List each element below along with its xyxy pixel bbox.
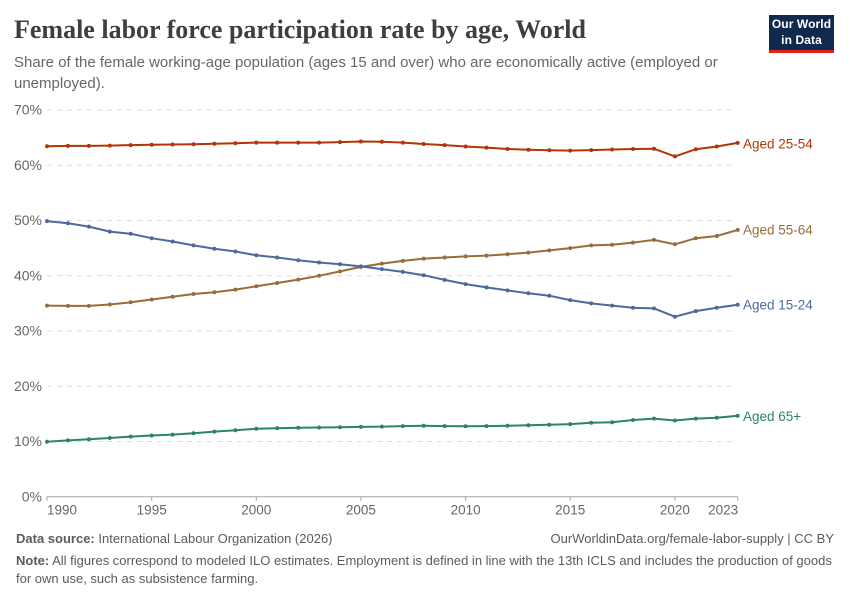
svg-text:Aged 25-54: Aged 25-54 xyxy=(743,136,813,151)
svg-text:20%: 20% xyxy=(14,378,42,394)
svg-text:2015: 2015 xyxy=(555,503,585,518)
svg-text:0%: 0% xyxy=(22,488,42,504)
svg-text:1995: 1995 xyxy=(137,503,167,518)
svg-text:30%: 30% xyxy=(14,323,42,339)
svg-text:2010: 2010 xyxy=(451,503,481,518)
svg-text:2005: 2005 xyxy=(346,503,376,518)
svg-text:60%: 60% xyxy=(14,157,42,173)
svg-text:40%: 40% xyxy=(14,267,42,283)
svg-text:2023: 2023 xyxy=(708,503,738,518)
svg-text:1990: 1990 xyxy=(47,503,77,518)
svg-text:2000: 2000 xyxy=(241,503,271,518)
svg-text:10%: 10% xyxy=(14,433,42,449)
svg-text:2020: 2020 xyxy=(660,503,690,518)
svg-text:50%: 50% xyxy=(14,212,42,228)
svg-text:Aged 15-24: Aged 15-24 xyxy=(743,298,813,313)
svg-text:Aged 55-64: Aged 55-64 xyxy=(743,223,813,238)
svg-text:Aged 65+: Aged 65+ xyxy=(743,409,801,424)
svg-text:70%: 70% xyxy=(14,102,42,118)
